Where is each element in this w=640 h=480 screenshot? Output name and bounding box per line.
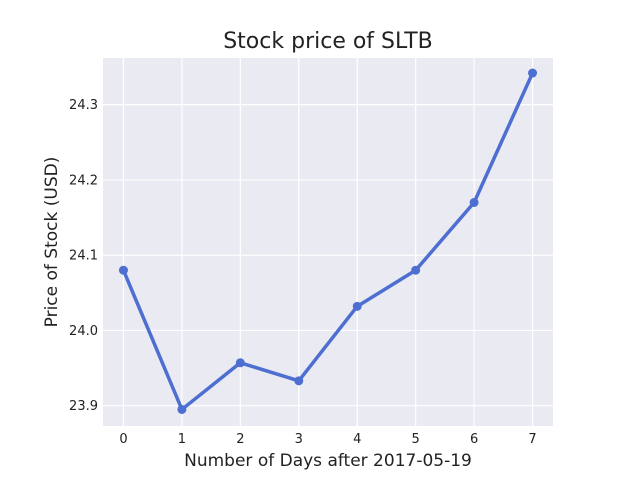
x-tick-label: 4 [353,432,361,447]
x-tick-label: 2 [236,432,244,447]
series-line [121,71,535,412]
x-tick-label: 3 [295,432,303,447]
data-point [235,358,245,368]
grid-lines [103,58,553,426]
y-tick-label: 24.2 [69,173,98,188]
data-point [528,68,538,78]
x-tick-label: 0 [119,432,127,447]
data-point [469,197,479,207]
x-tick-label: 5 [412,432,420,447]
data-point [411,265,421,275]
y-tick-labels: 23.9 24.0 24.1 24.2 24.3 [69,98,98,414]
plot-area [103,58,553,426]
x-tick-label: 7 [528,432,536,447]
x-tick-labels: 0 1 2 3 4 5 6 7 [119,432,536,447]
x-axis-label: Number of Days after 2017-05-19 [184,451,472,471]
data-point [118,265,128,275]
data-point [294,376,304,386]
y-tick-label: 24.0 [69,324,98,339]
x-tick-label: 6 [470,432,478,447]
data-point [177,404,187,414]
series-group [118,68,538,414]
chart-title: Stock price of SLTB [223,29,433,54]
y-axis-label: Price of Stock (USD) [42,157,62,328]
y-tick-label: 24.1 [69,249,98,264]
data-point [352,301,362,311]
x-tick-label: 1 [178,432,186,447]
y-tick-label: 24.3 [69,98,98,113]
y-tick-label: 23.9 [69,399,98,414]
